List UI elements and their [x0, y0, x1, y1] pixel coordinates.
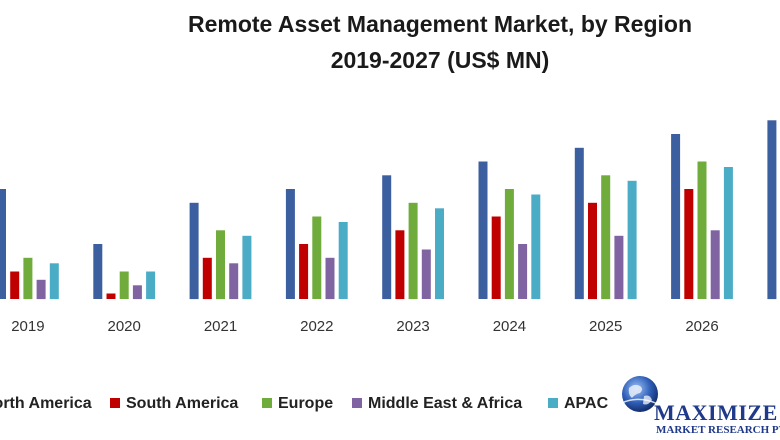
chart-title-line1: Remote Asset Management Market, by Regio… [188, 11, 692, 37]
bar-south-america-2022 [299, 244, 309, 299]
legend-item-europe: Europe [262, 392, 333, 416]
bar-north-america-2025 [574, 147, 584, 300]
legend-item-apac: APAC [548, 392, 608, 416]
legend-item-south-america: South America [110, 392, 238, 416]
logo-name: MAXIMIZE [654, 400, 778, 425]
bar-south-america-2021 [202, 257, 212, 300]
bar-apac-2025 [627, 180, 637, 300]
bar-south-america-2024 [491, 216, 501, 299]
x-tick-label-2024: 2024 [493, 318, 526, 335]
bar-europe-2024 [504, 189, 514, 299]
bar-north-america-2026 [671, 134, 681, 299]
legend-swatch [352, 398, 362, 408]
legend-item-middle-east-africa: Middle East & Africa [352, 392, 522, 416]
bar-north-america-2023 [382, 175, 392, 300]
x-tick-labels: 201920202021202220232024202520262027 [11, 318, 718, 335]
bar-south-america-2020 [106, 293, 116, 299]
bar-south-america-2026 [684, 189, 694, 299]
bar-south-america-2019 [10, 271, 20, 299]
bar-middle-east-africa-2022 [325, 257, 335, 300]
bar-apac-2019 [49, 263, 59, 300]
bar-middle-east-africa-2026 [710, 230, 720, 300]
x-tick-label-2019: 2019 [11, 318, 44, 335]
x-tick-label-2020: 2020 [108, 318, 141, 335]
bar-middle-east-africa-2025 [614, 235, 624, 300]
legend-label: North America [0, 395, 92, 412]
bar-middle-east-africa-2019 [36, 279, 46, 300]
bar-middle-east-africa-2021 [229, 263, 239, 300]
x-tick-label-2022: 2022 [300, 318, 333, 335]
globe-icon [622, 376, 659, 412]
bar-north-america-2021 [189, 202, 199, 300]
x-tick-label-2025: 2025 [589, 318, 622, 335]
legend-swatch [548, 398, 558, 408]
bar-europe-2025 [601, 175, 611, 300]
legend-label: South America [126, 395, 239, 412]
bar-north-america-2027 [767, 120, 777, 300]
company-logo: MAXIMIZE MARKET RESEARCH PVT. [620, 372, 780, 440]
bar-apac-2020 [146, 271, 156, 299]
bar-middle-east-africa-2023 [421, 249, 431, 299]
bar-north-america-2024 [478, 161, 488, 299]
bar-europe-2023 [408, 202, 418, 300]
bar-europe-2021 [216, 230, 225, 300]
bar-apac-2023 [435, 208, 444, 300]
x-tick-label-2026: 2026 [685, 318, 718, 335]
legend-label: Middle East & Africa [368, 395, 523, 412]
bar-group [0, 120, 777, 300]
bar-north-america-2019 [0, 189, 6, 299]
bar-north-america-2020 [93, 244, 103, 299]
bar-europe-2019 [23, 257, 33, 300]
bar-apac-2024 [531, 194, 541, 299]
bar-apac-2026 [723, 167, 733, 299]
bar-middle-east-africa-2020 [132, 285, 142, 300]
bar-north-america-2022 [285, 189, 295, 299]
bar-south-america-2025 [588, 202, 597, 300]
logo-subtitle: MARKET RESEARCH PVT. [656, 424, 780, 436]
legend: North America South America Europe Middl… [0, 392, 780, 416]
legend-label: Europe [278, 395, 334, 412]
x-tick-label-2023: 2023 [396, 318, 429, 335]
bar-apac-2021 [242, 235, 252, 300]
x-tick-label-2021: 2021 [204, 318, 237, 335]
legend-item-north-america: North America [0, 392, 92, 416]
bar-europe-2020 [119, 271, 129, 299]
bar-middle-east-africa-2024 [518, 244, 528, 299]
bar-apac-2022 [338, 222, 348, 299]
bar-south-america-2023 [395, 230, 405, 300]
bar-europe-2026 [697, 161, 707, 299]
legend-swatch [262, 398, 272, 408]
bar-europe-2022 [312, 216, 322, 299]
legend-swatch [110, 398, 120, 408]
chart-title: Remote Asset Management Market, by Regio… [0, 6, 780, 78]
chart-title-line2: 2019-2027 (US$ MN) [330, 47, 550, 73]
legend-label: APAC [564, 395, 609, 412]
